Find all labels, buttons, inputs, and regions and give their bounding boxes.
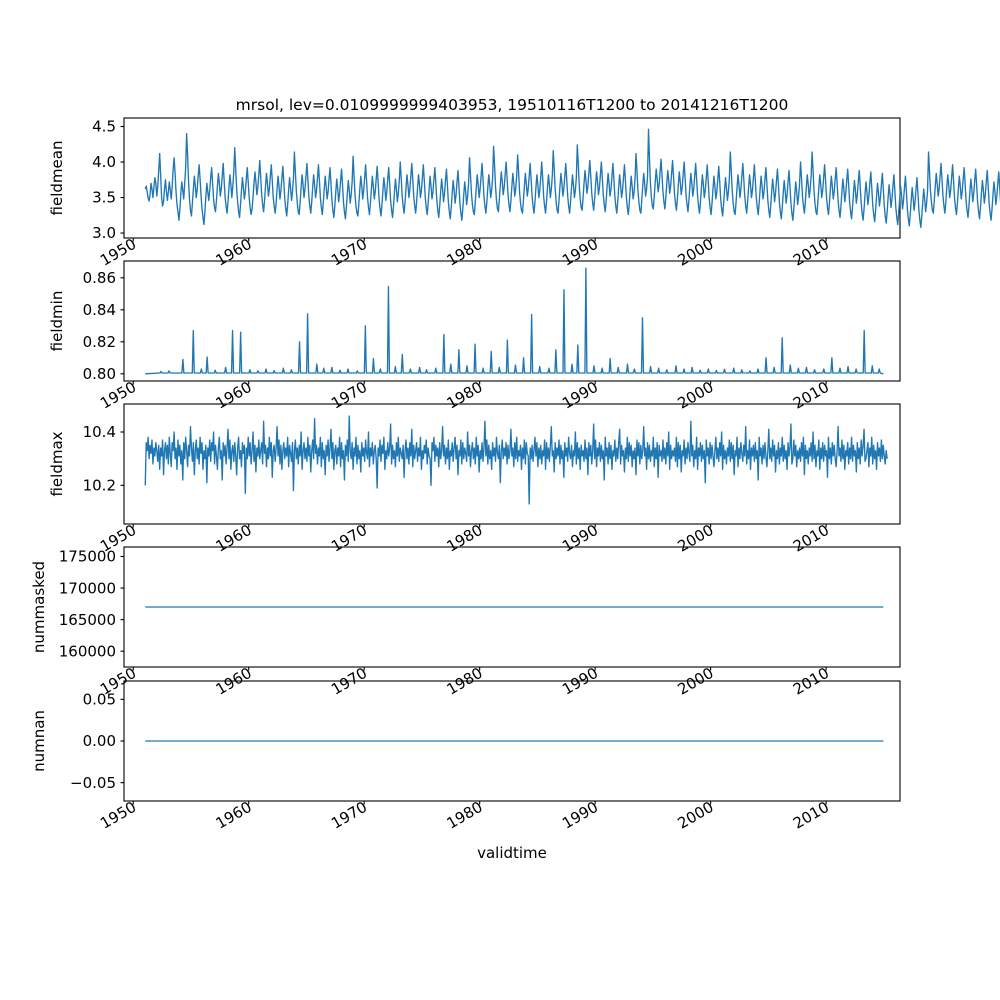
y-tick-label: 0.00 — [83, 732, 116, 750]
figure-title: mrsol, lev=0.0109999999403953, 19510116T… — [236, 96, 789, 114]
plot-frame — [123, 546, 901, 668]
y-axis-label-fieldmean: fieldmean — [48, 141, 66, 216]
y-tick-label: 0.82 — [83, 333, 116, 351]
plot-frame — [123, 403, 901, 525]
x-axis-label: validtime — [477, 844, 547, 862]
y-tick-label: 160000 — [59, 642, 116, 660]
y-axis-label-numnan: numnan — [30, 710, 48, 772]
series-line-fieldmean — [144, 128, 1000, 229]
plot-frame — [123, 260, 901, 382]
y-tick-label: 0.86 — [83, 269, 116, 287]
y-tick-label: 10.4 — [83, 423, 116, 441]
y-tick-label: 3.0 — [92, 224, 116, 242]
y-tick-label: 0.84 — [83, 301, 116, 319]
y-axis-label-fieldmin: fieldmin — [48, 291, 66, 352]
y-tick-label: 165000 — [59, 611, 116, 629]
y-tick-label: 4.5 — [92, 118, 116, 136]
y-tick-label: 3.5 — [92, 189, 116, 207]
y-tick-label: 170000 — [59, 579, 116, 597]
series-line-fieldmin — [145, 267, 884, 375]
plot-frame — [123, 117, 901, 239]
y-tick-label: 0.05 — [83, 691, 116, 709]
y-tick-label: 4.0 — [92, 153, 116, 171]
y-tick-label: −0.05 — [70, 774, 116, 792]
y-tick-label: 0.80 — [83, 365, 116, 383]
y-axis-label-nummasked: nummasked — [30, 561, 48, 653]
y-tick-label: 10.2 — [83, 477, 116, 495]
y-tick-label: 175000 — [59, 548, 116, 566]
y-axis-label-fieldmax: fieldmax — [48, 431, 66, 496]
series-line-fieldmax — [144, 415, 888, 505]
